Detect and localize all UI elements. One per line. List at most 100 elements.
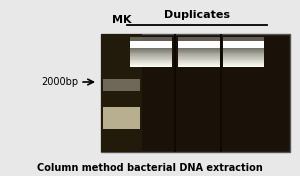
Bar [130,56,172,57]
Bar [178,64,220,65]
Bar [223,66,264,67]
Bar [178,62,220,63]
Bar [178,57,220,59]
Bar [178,63,220,64]
Bar [223,53,264,54]
Bar [220,34,223,152]
Bar [178,42,220,43]
Bar [223,57,264,59]
Bar [130,59,172,60]
Bar [178,48,220,49]
Bar [223,55,264,56]
Bar [223,49,264,50]
Bar [130,48,172,49]
Bar [130,66,172,67]
Text: MK: MK [112,15,131,25]
Bar [130,54,172,55]
Bar [178,59,220,60]
Bar [130,62,172,63]
Bar [130,45,172,46]
Bar [178,56,220,58]
Bar [223,64,264,65]
Bar [130,42,172,43]
Bar [178,51,220,52]
Bar [223,54,264,55]
Bar [178,60,220,61]
Bar [103,107,140,128]
Bar [178,55,220,56]
Bar [178,45,220,46]
Bar [178,50,220,51]
Bar [178,45,220,46]
Bar [178,56,220,57]
Text: Column method bacterial DNA extraction: Column method bacterial DNA extraction [37,163,263,173]
Bar [178,49,220,50]
Bar [178,47,220,48]
Bar [130,41,172,48]
Bar [223,51,264,53]
Bar [178,43,220,44]
Bar [101,34,142,152]
Bar [130,64,172,65]
Bar [223,50,264,51]
Bar [178,54,220,55]
Bar [130,37,172,41]
Text: 2000bp: 2000bp [41,77,79,87]
Bar [130,46,172,47]
Bar [178,41,220,48]
Bar [130,49,172,50]
Bar [223,41,264,48]
Bar [178,66,220,67]
Bar [130,43,172,44]
Bar [130,50,172,51]
Bar [178,61,220,62]
Bar [223,58,264,59]
Bar [223,41,264,42]
Bar [130,57,172,59]
Bar [178,58,220,59]
Bar [223,65,264,66]
Text: Duplicates: Duplicates [164,10,230,20]
Bar [130,47,172,48]
Bar [223,59,264,60]
Bar [223,44,264,45]
Bar [223,48,264,49]
Bar [178,64,220,65]
Bar [130,65,172,66]
Bar [178,46,220,47]
Bar [130,64,172,65]
Bar [178,53,220,54]
Bar [174,34,176,152]
Bar [223,46,264,47]
Bar [223,37,264,41]
Bar [130,44,172,45]
Bar [223,45,264,46]
Bar [130,63,172,64]
Bar [178,41,220,42]
Bar [130,56,172,58]
Bar [223,56,264,58]
Bar [223,51,264,52]
Bar [130,53,172,54]
Bar [178,65,220,66]
Bar [178,37,220,41]
Bar [130,58,172,59]
Bar [178,51,220,53]
Bar [223,45,264,46]
Bar [223,47,264,48]
Bar [130,52,172,54]
Bar [223,61,264,62]
Bar [223,64,264,65]
Bar [130,41,172,42]
Bar [130,60,172,61]
Bar [223,60,264,61]
Bar [178,44,220,45]
Bar [178,52,220,54]
Bar [130,51,172,53]
Bar [223,62,264,63]
Bar [223,42,264,43]
Bar [130,45,172,46]
Bar [223,63,264,64]
Bar [130,51,172,52]
Bar [223,52,264,54]
